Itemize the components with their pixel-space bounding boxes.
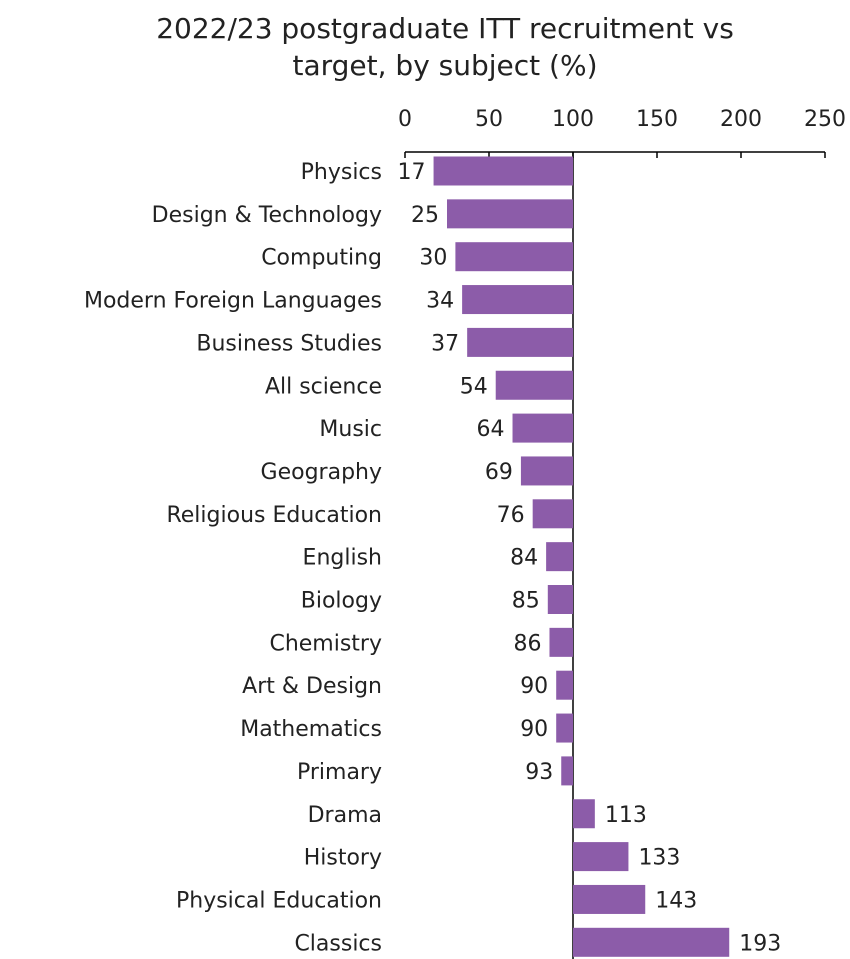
value-label: 69 <box>485 460 513 485</box>
category-label: English <box>303 546 382 571</box>
value-label: 64 <box>477 417 505 442</box>
category-label: Physics <box>301 160 382 185</box>
chart-title-line-1: 2022/23 postgraduate ITT recruitment vs <box>156 12 734 45</box>
value-label: 37 <box>431 331 459 356</box>
value-label: 54 <box>460 374 488 399</box>
value-label: 76 <box>497 503 525 528</box>
category-label: Physical Education <box>176 888 382 913</box>
category-label: Religious Education <box>166 503 382 528</box>
value-label: 34 <box>426 289 454 314</box>
bars <box>433 156 730 957</box>
x-tick-label: 250 <box>804 107 846 132</box>
x-tick-label: 0 <box>398 107 412 132</box>
bar <box>549 627 573 657</box>
value-label: 90 <box>520 674 548 699</box>
value-label: 30 <box>419 246 447 271</box>
bar <box>546 542 573 572</box>
bar <box>556 713 573 743</box>
chart-title: 2022/23 postgraduate ITT recruitment vs … <box>0 10 850 84</box>
category-label: Biology <box>301 589 382 614</box>
bar <box>495 370 573 400</box>
bar <box>447 199 573 229</box>
value-label: 93 <box>525 760 553 785</box>
bar <box>547 585 573 614</box>
value-label: 143 <box>655 888 697 913</box>
bar <box>561 756 573 786</box>
x-tick-label: 100 <box>552 107 594 132</box>
value-label: 193 <box>739 931 781 956</box>
bar <box>573 884 646 914</box>
category-label: Art & Design <box>242 674 382 699</box>
category-label: Chemistry <box>269 631 382 656</box>
category-label: Primary <box>297 760 382 785</box>
x-tick-label: 50 <box>475 107 503 132</box>
category-label: Music <box>319 417 382 442</box>
category-label: Drama <box>308 803 382 828</box>
category-label: Mathematics <box>240 717 382 742</box>
bar <box>462 285 573 315</box>
value-label: 113 <box>605 803 647 828</box>
bar <box>467 327 573 357</box>
category-label: Modern Foreign Languages <box>84 289 382 314</box>
value-label: 85 <box>512 589 540 614</box>
category-label: Business Studies <box>196 331 382 356</box>
category-label: History <box>304 846 382 871</box>
x-tick-label: 150 <box>636 107 678 132</box>
bar <box>573 842 629 872</box>
labels: Physics 17 Design & Technology 25 Computing 3… <box>84 160 781 956</box>
value-label: 90 <box>520 717 548 742</box>
value-label: 84 <box>510 546 538 571</box>
chart-title-line-2: target, by subject (%) <box>292 49 598 82</box>
value-label: 17 <box>398 160 426 185</box>
category-label: Design & Technology <box>152 203 382 228</box>
bar <box>520 456 573 486</box>
category-label: Geography <box>261 460 382 485</box>
category-label: Classics <box>294 931 382 956</box>
bar <box>573 927 730 957</box>
bar <box>455 242 573 272</box>
value-label: 25 <box>411 203 439 228</box>
value-label: 133 <box>638 846 680 871</box>
x-tick-label: 200 <box>720 107 762 132</box>
x-axis: 0 50 100 150 200 250 <box>398 107 846 959</box>
bar <box>532 499 573 529</box>
category-label: Computing <box>261 246 382 271</box>
bar <box>573 799 595 829</box>
value-label: 86 <box>513 631 541 656</box>
bar <box>512 413 573 443</box>
bar <box>556 670 573 700</box>
category-label: All science <box>265 374 382 399</box>
bar <box>433 156 573 186</box>
